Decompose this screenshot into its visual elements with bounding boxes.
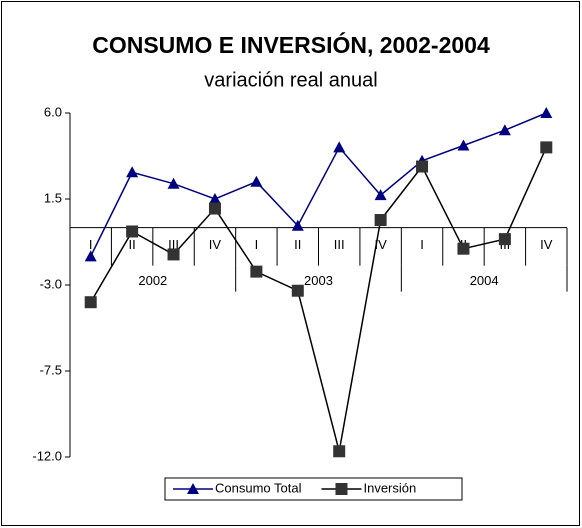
- marker: [333, 445, 346, 458]
- marker: [187, 483, 199, 494]
- marker: [457, 139, 470, 151]
- marker: [291, 219, 304, 231]
- marker: [457, 242, 470, 255]
- marker: [498, 124, 511, 136]
- marker: [291, 284, 304, 297]
- chart-subtitle: variación real anual: [204, 69, 377, 91]
- y-tick-label: 6.0: [44, 104, 62, 119]
- x-tick-label: III: [168, 237, 179, 252]
- y-tick-label: -3.0: [40, 276, 62, 291]
- legend-label: Consumo Total: [215, 480, 302, 495]
- x-tick-label: II: [129, 237, 136, 252]
- legend-label: Inversión: [363, 480, 416, 495]
- series-line: [90, 147, 547, 452]
- marker: [126, 166, 139, 178]
- marker: [84, 250, 97, 262]
- marker: [540, 141, 553, 154]
- marker: [374, 189, 387, 201]
- marker: [333, 141, 346, 153]
- x-tick-label: III: [334, 237, 345, 252]
- marker: [84, 296, 97, 309]
- x-tick-label: II: [294, 237, 301, 252]
- chart-title: CONSUMO E INVERSIÓN, 2002-2004: [92, 31, 490, 58]
- marker: [167, 177, 180, 189]
- group-label: 2002: [138, 273, 167, 288]
- marker: [540, 107, 553, 118]
- y-tick-label: -7.5: [40, 362, 62, 377]
- x-tick-label: IV: [209, 237, 222, 252]
- x-tick-label: I: [89, 237, 93, 252]
- marker: [374, 214, 387, 227]
- marker: [250, 175, 263, 187]
- legend-box: [164, 477, 463, 501]
- y-tick-label: -12.0: [32, 448, 62, 463]
- series-line: [90, 112, 547, 257]
- marker: [208, 193, 221, 204]
- group-label: 2004: [470, 273, 499, 288]
- marker: [498, 233, 511, 246]
- marker: [208, 202, 221, 215]
- marker: [250, 265, 263, 278]
- y-tick-label: 1.5: [44, 190, 62, 205]
- marker: [416, 160, 429, 173]
- marker: [167, 248, 180, 261]
- marker: [126, 225, 139, 238]
- x-tick-label: I: [255, 237, 259, 252]
- x-tick-label: IV: [540, 237, 553, 252]
- x-tick-label: I: [420, 237, 424, 252]
- group-label: 2003: [304, 273, 333, 288]
- marker: [335, 483, 348, 495]
